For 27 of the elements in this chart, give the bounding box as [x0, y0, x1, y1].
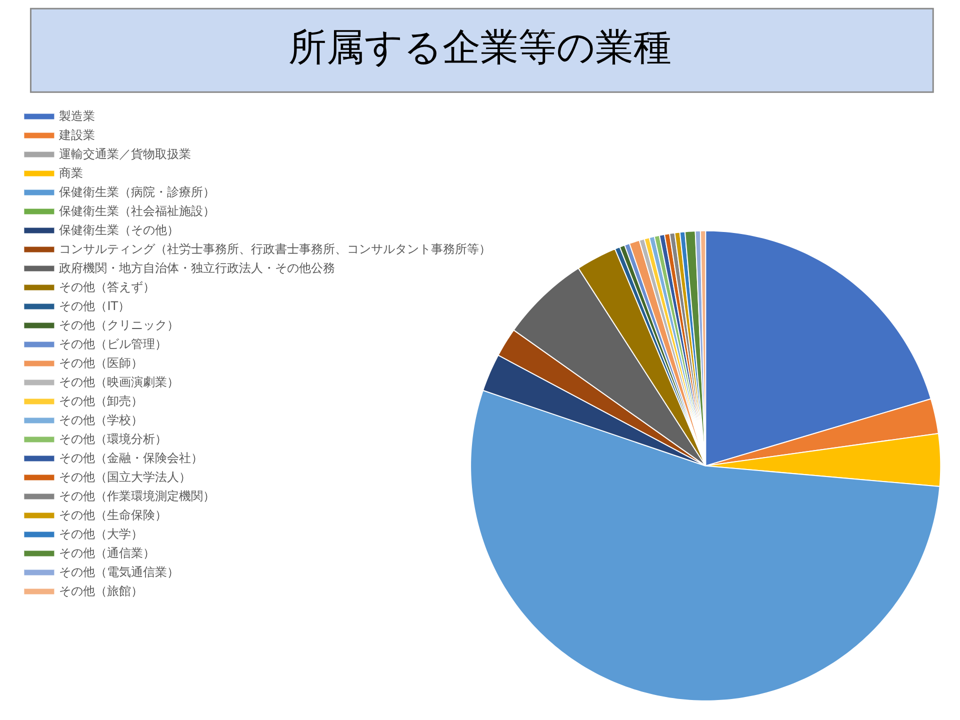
- chart-title: 所属する企業等の業種: [288, 25, 672, 70]
- legend-label: 政府機関・地方自治体・独立行政法人・その他公務: [59, 260, 336, 275]
- legend-label: その他（医師）: [59, 356, 144, 370]
- legend-label: 運輸交通業／貨物取扱業: [59, 146, 192, 161]
- legend-label: 保健衛生業（その他）: [59, 222, 180, 237]
- legend-label: その他（映画演劇業）: [59, 374, 180, 389]
- legend-label: その他（生命保険）: [59, 508, 168, 522]
- legend-label: その他（国立大学法人）: [59, 470, 192, 484]
- legend-label: その他（ビル管理）: [59, 336, 168, 351]
- legend-label: 建設業: [58, 128, 96, 142]
- legend-label: 製造業: [59, 108, 96, 123]
- legend-label: 保健衛生業（病院・診療所）: [59, 184, 216, 199]
- legend-label: 保健衛生業（社会福祉施設）: [59, 204, 216, 218]
- legend-label: その他（学校）: [59, 412, 144, 427]
- legend-label: その他（作業環境測定機関）: [59, 488, 216, 503]
- legend-label: その他（金融・保険会社）: [59, 450, 204, 465]
- legend-label: その他（旅館）: [59, 584, 144, 598]
- legend-label: その他（大学）: [59, 526, 144, 541]
- legend-label: コンサルティング（社労士事務所、行政書士事務所、コンサルタント事務所等）: [59, 242, 492, 256]
- legend-label: その他（環境分析）: [59, 432, 168, 446]
- legend-label: その他（電気通信業）: [59, 564, 180, 579]
- legend-label: その他（卸売）: [59, 394, 144, 408]
- legend-label: 商業: [59, 166, 84, 180]
- legend-label: その他（IT）: [59, 298, 130, 313]
- legend-label: その他（答えず）: [59, 280, 156, 294]
- legend-label: その他（クリニック）: [59, 318, 180, 332]
- legend-label: その他（通信業）: [59, 546, 156, 560]
